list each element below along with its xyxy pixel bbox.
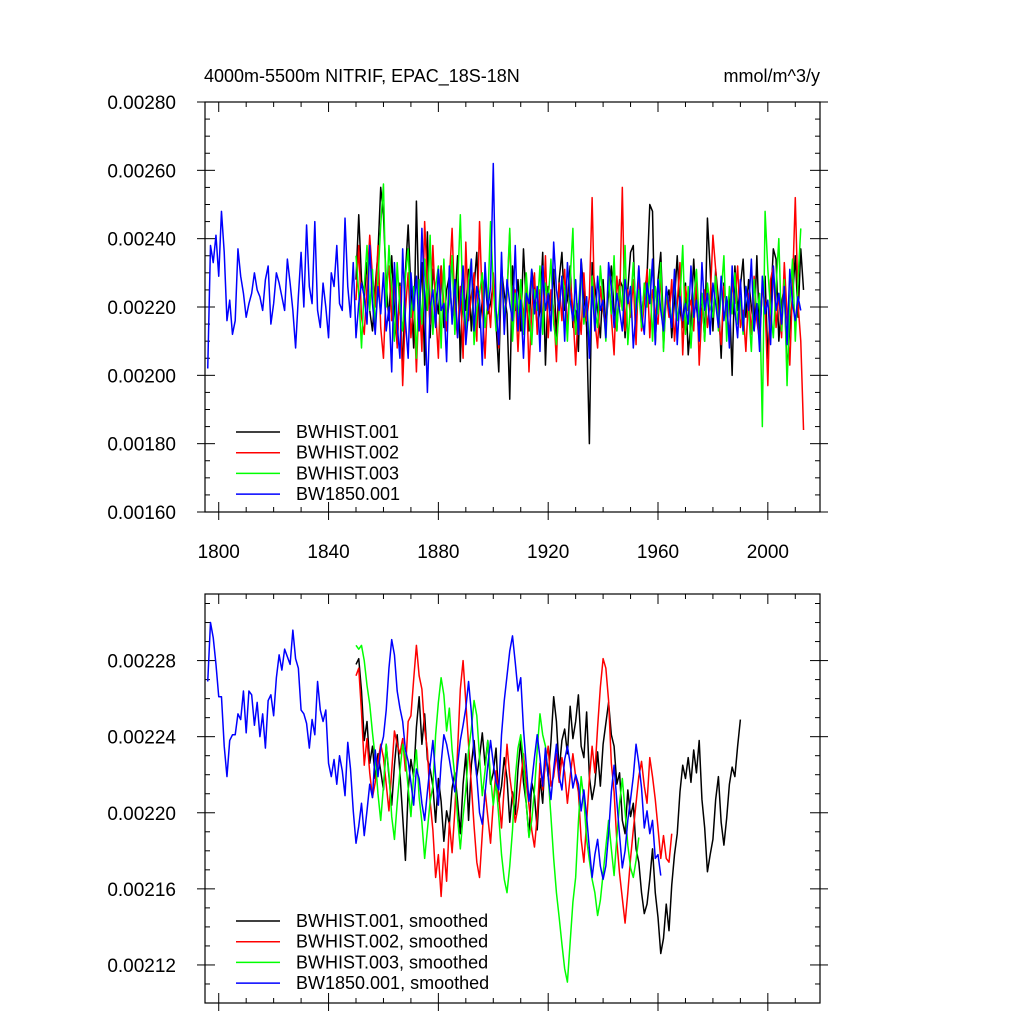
top-x-tick-label: 1840 [307, 542, 349, 563]
top-y-tick-label: 0.00220 [107, 298, 176, 319]
bottom-panel: 0.00212 0.00216 0.00220 0.00224 0.00228 BWHIS… [107, 593, 828, 1011]
top-x-tick-label: 1880 [417, 542, 459, 563]
bottom-y-tick-label: 0.00224 [107, 728, 176, 749]
top-panel: 1800 1840 1880 1920 1960 2000 0.00160 0.00180 0.… [107, 93, 828, 563]
top-y-tick-label: 0.00200 [107, 366, 176, 387]
bottom-plot-frame [204, 593, 821, 1004]
bottom-y-tick-label: 0.00228 [107, 652, 176, 673]
top-x-tick-label: 2000 [747, 542, 789, 563]
top-y-tick-label: 0.00180 [107, 435, 176, 456]
top-y-tick-label: 0.00280 [107, 93, 176, 114]
bottom-legend-label: BWHIST.003, smoothed [296, 952, 488, 972]
bottom-legend-label: BWHIST.001, smoothed [296, 911, 488, 931]
top-y-tick-label: 0.00160 [107, 503, 176, 524]
bottom-legend-label: BW1850.001, smoothed [296, 973, 489, 993]
bottom-y-tick-label: 0.00212 [107, 956, 176, 977]
top-y-tick-label: 0.00260 [107, 161, 176, 182]
bottom-y-tick-label: 0.00220 [107, 804, 176, 825]
top-legend-label: BWHIST.002 [296, 443, 399, 463]
top-series-line-4 [207, 162, 802, 394]
bottom-series-group [207, 621, 742, 983]
bottom-series-line-4 [207, 621, 662, 881]
top-legend-label: BW1850.001 [296, 484, 400, 504]
top-x-tick-label: 1920 [527, 542, 569, 563]
top-x-tick-label: 1800 [198, 542, 240, 563]
top-x-tick-label: 1960 [637, 542, 679, 563]
top-series-line-3 [355, 183, 802, 428]
units-label: mmol/m^3/y [724, 66, 820, 86]
chart-title: 4000m-5500m NITRIF, EPAC_18S-18N [204, 66, 520, 87]
top-y-tick-label: 0.00240 [107, 230, 176, 251]
bottom-y-tick-label: 0.00216 [107, 880, 176, 901]
top-legend-label: BWHIST.001 [296, 422, 399, 442]
top-legend-label: BWHIST.003 [296, 463, 399, 483]
top-series-group [207, 162, 805, 445]
bottom-legend-label: BWHIST.002, smoothed [296, 932, 488, 952]
